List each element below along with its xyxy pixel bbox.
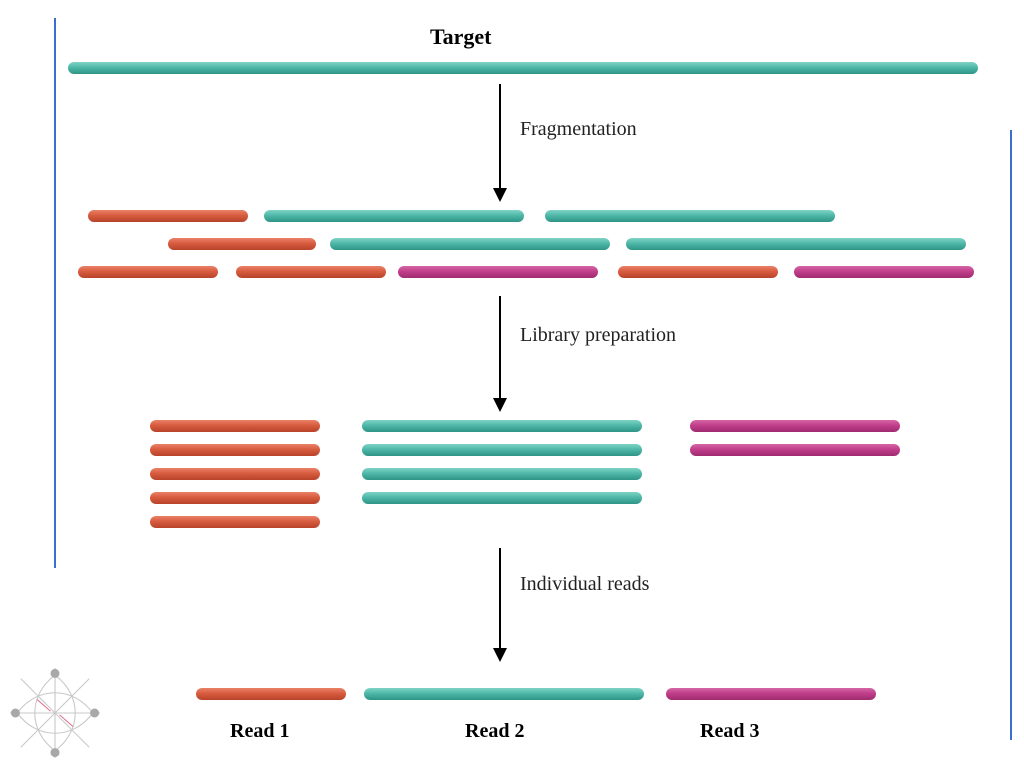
- library-bar: [362, 492, 642, 504]
- library-bar: [150, 516, 320, 528]
- fragment-bar: [88, 210, 248, 222]
- step-label-fragmentation: Fragmentation: [520, 118, 637, 141]
- read-bar: [196, 688, 346, 700]
- library-bar: [362, 420, 642, 432]
- right-accent-line: [1010, 130, 1012, 740]
- fragment-bar: [794, 266, 974, 278]
- read-label-1: Read 1: [230, 720, 289, 743]
- library-bar: [690, 444, 900, 456]
- fragment-bar: [545, 210, 835, 222]
- arrow-line: [499, 548, 501, 650]
- arrow-head-icon: [493, 648, 507, 662]
- fragment-bar: [330, 238, 610, 250]
- arrow-line: [499, 296, 501, 400]
- read-label-2: Read 2: [465, 720, 524, 743]
- arrow-head-icon: [493, 188, 507, 202]
- library-bar: [150, 492, 320, 504]
- fragment-bar: [236, 266, 386, 278]
- read-bar: [364, 688, 644, 700]
- library-bar: [362, 468, 642, 480]
- library-bar: [150, 468, 320, 480]
- arrow-line: [499, 84, 501, 190]
- library-bar: [362, 444, 642, 456]
- library-bar: [690, 420, 900, 432]
- read-label-3: Read 3: [700, 720, 759, 743]
- fragment-bar: [618, 266, 778, 278]
- library-bar: [150, 444, 320, 456]
- step-label-individual-reads: Individual reads: [520, 573, 649, 596]
- fragment-bar: [398, 266, 598, 278]
- arrow-head-icon: [493, 398, 507, 412]
- read-bar: [666, 688, 876, 700]
- library-bar: [150, 420, 320, 432]
- watermark-icon: [10, 668, 100, 758]
- fragment-bar: [264, 210, 524, 222]
- title-target: Target: [430, 24, 492, 50]
- step-label-library-preparation: Library preparation: [520, 324, 676, 347]
- fragment-bar: [168, 238, 316, 250]
- left-accent-line: [54, 18, 56, 568]
- fragment-bar: [626, 238, 966, 250]
- fragment-bar: [78, 266, 218, 278]
- target-bar: [68, 62, 978, 74]
